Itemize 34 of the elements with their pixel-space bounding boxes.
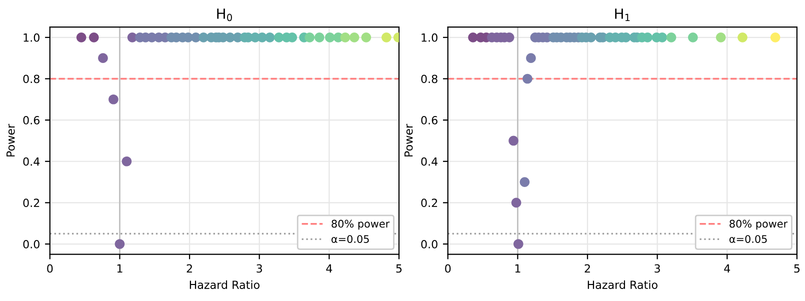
y-tick-label: 0.8 <box>421 74 438 84</box>
x-tick-label: 0 <box>445 264 451 273</box>
chart-title: H$_{1}$ <box>615 8 630 22</box>
y-tick-label: 0.8 <box>23 74 40 84</box>
x-tick-label: 1 <box>515 264 520 273</box>
x-tick-label: 4 <box>326 264 332 273</box>
y-tick-label: 0.4 <box>421 157 438 166</box>
y-axis-title: Power <box>6 124 15 156</box>
x-tick-label: 2 <box>584 264 590 273</box>
x-tick-label: 5 <box>396 264 402 273</box>
y-tick-label: 1.0 <box>24 33 40 42</box>
legend-label: 80% power <box>730 220 788 230</box>
y-tick-label: 0.0 <box>23 240 40 248</box>
y-tick-label: 0.2 <box>23 198 40 208</box>
ref-line-label: α=0.05 <box>332 235 369 243</box>
x-tick-label: 2 <box>186 264 192 273</box>
x-tick-label: 3 <box>256 264 262 273</box>
y-tick-label: 1.0 <box>422 33 438 42</box>
x-tick-label: 1 <box>117 264 122 273</box>
ref-line-label: α=0.05 <box>729 235 767 243</box>
x-axis-title: Hazard Ratio <box>190 280 260 289</box>
y-tick-label: 0.4 <box>23 157 40 166</box>
y-tick-label: 0.6 <box>421 116 438 124</box>
x-tick-label: 5 <box>794 264 800 273</box>
x-tick-label: 3 <box>654 264 660 273</box>
chart-title: H$_{0}$ <box>217 8 232 22</box>
x-tick-label: 0 <box>47 264 53 273</box>
y-tick-label: 0.2 <box>421 198 438 208</box>
y-tick-label: 0.0 <box>421 240 438 248</box>
x-tick-label: 4 <box>724 264 730 273</box>
x-axis-title: Hazard Ratio <box>588 280 658 289</box>
y-tick-label: 0.6 <box>23 116 40 124</box>
legend-label: 80% power <box>332 220 390 230</box>
y-axis-title: Power <box>404 124 413 156</box>
